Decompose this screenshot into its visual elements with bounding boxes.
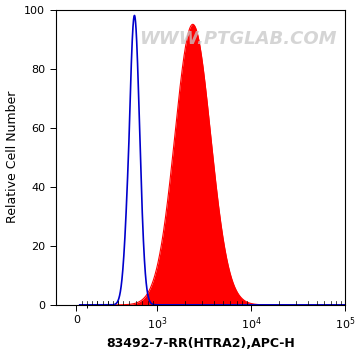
X-axis label: 83492-7-RR(HTRA2),APC-H: 83492-7-RR(HTRA2),APC-H (106, 337, 295, 350)
Y-axis label: Relative Cell Number: Relative Cell Number (5, 91, 18, 224)
Text: WWW.PTGLAB.COM: WWW.PTGLAB.COM (139, 30, 337, 48)
